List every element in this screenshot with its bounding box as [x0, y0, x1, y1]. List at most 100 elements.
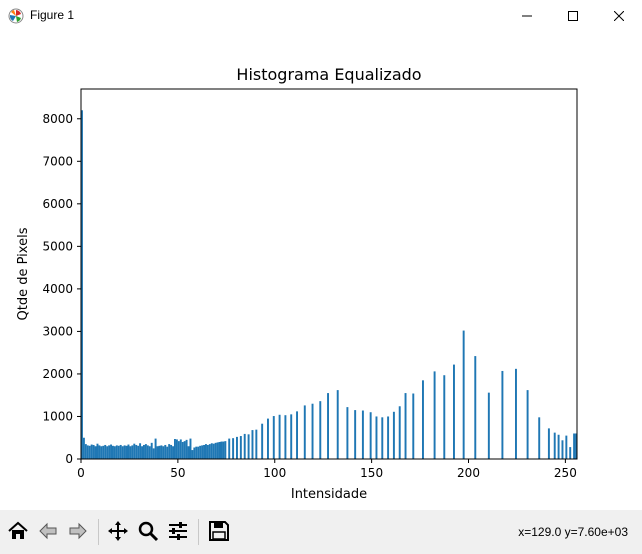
histogram-bar: [117, 445, 120, 459]
home-button[interactable]: [4, 517, 32, 545]
histogram-bar: [278, 414, 281, 459]
x-tick-label: 250: [554, 466, 577, 480]
y-tick-label: 0: [65, 452, 73, 466]
histogram-bar: [94, 446, 97, 459]
histogram-bar: [327, 393, 329, 459]
histogram-bar: [557, 434, 560, 459]
back-arrow-icon: [39, 522, 57, 540]
forward-arrow-icon: [69, 522, 87, 540]
histogram-bar: [110, 444, 112, 459]
forward-button[interactable]: [64, 517, 92, 545]
histogram-bar: [392, 411, 395, 459]
histogram-bar: [84, 444, 87, 459]
x-tick-label: 50: [170, 466, 185, 480]
histogram-bar: [228, 438, 231, 459]
histogram-bar: [148, 446, 151, 459]
y-tick-label: 4000: [42, 282, 73, 296]
histogram-bar: [553, 432, 556, 459]
histogram-bar: [311, 403, 314, 459]
histogram-bar: [152, 448, 155, 459]
histogram-bar: [119, 444, 122, 459]
histogram-bar: [422, 380, 424, 459]
y-tick-label: 6000: [42, 197, 73, 211]
histogram-bar: [139, 443, 142, 459]
histogram-bar: [108, 445, 111, 459]
histogram-bar: [526, 390, 529, 459]
pan-button[interactable]: [104, 517, 132, 545]
histogram-bar: [187, 446, 190, 459]
histogram-bar: [261, 423, 264, 459]
histogram-bar: [127, 444, 130, 459]
histogram-bar: [131, 445, 134, 459]
x-tick-label: 200: [457, 466, 480, 480]
maximize-button[interactable]: [550, 0, 596, 31]
histogram-bar: [251, 430, 254, 459]
histogram-bar: [92, 444, 95, 459]
histogram-bar: [162, 446, 165, 459]
histogram-bar: [218, 441, 221, 459]
histogram-bar: [156, 446, 159, 459]
histogram-bar: [135, 444, 138, 459]
histogram-bar: [336, 390, 339, 459]
cursor-coordinates: x=129.0 y=7.60e+03: [518, 525, 628, 539]
histogram-bar: [112, 445, 114, 459]
histogram-bar: [170, 444, 173, 459]
histogram-bar: [216, 442, 219, 459]
histogram-bar: [501, 370, 504, 459]
move-arrows-icon: [108, 521, 128, 541]
histogram-bar: [189, 438, 192, 459]
histogram-bar: [90, 444, 93, 459]
histogram-bar: [319, 401, 322, 459]
y-axis-ticks: 0 1000 2000 3000 4000 5000 6000 7000 8000: [42, 112, 81, 466]
histogram-bar: [487, 392, 490, 459]
histogram-bar: [369, 412, 372, 459]
histogram-bar: [404, 393, 407, 459]
navigation-toolbar: x=129.0 y=7.60e+03: [0, 510, 642, 554]
histogram-bar: [129, 446, 132, 459]
histogram-bar: [201, 445, 204, 459]
histogram-bar: [81, 110, 83, 459]
histogram-bar: [106, 446, 109, 459]
histogram-bar: [86, 445, 89, 459]
histogram-bar: [203, 444, 205, 459]
histogram-bar: [181, 441, 184, 459]
histogram-bar: [123, 445, 126, 459]
histogram-bar: [113, 446, 116, 459]
subplots-sliders-icon: [169, 522, 187, 540]
histogram-bar: [166, 446, 169, 459]
x-axis-ticks: 0 50 100 150 200 250: [77, 459, 577, 480]
histogram-bar: [222, 441, 225, 459]
histogram-bar: [575, 433, 577, 459]
histogram-bar: [199, 445, 202, 459]
back-button[interactable]: [34, 517, 62, 545]
histogram-bar: [381, 417, 384, 459]
histogram-bar: [290, 414, 293, 459]
chart-title: Histograma Equalizado: [236, 65, 421, 84]
figure-canvas[interactable]: Histograma Equalizado 0 50 100 150 200 250 0 1…: [0, 31, 642, 510]
minimize-button[interactable]: [504, 0, 550, 31]
histogram-bar: [515, 368, 517, 459]
toolbar-separator: [198, 519, 199, 545]
histogram-bar: [538, 417, 541, 459]
title-bar: Figure 1: [0, 0, 642, 31]
configure-subplots-button[interactable]: [164, 517, 192, 545]
histogram-bar: [569, 447, 572, 459]
y-axis-label: Qtde de Pixels: [16, 227, 31, 320]
histogram-bar: [224, 441, 227, 459]
histogram-bar: [212, 443, 215, 459]
matplotlib-logo-icon: [8, 8, 24, 24]
histogram-bar: [375, 416, 378, 459]
histogram-bar: [398, 406, 401, 459]
histogram-bar: [100, 446, 103, 459]
zoom-button[interactable]: [134, 517, 162, 545]
save-floppy-icon: [209, 521, 229, 541]
histogram-bar: [183, 441, 186, 459]
histogram-bar: [236, 436, 238, 459]
y-tick-label: 7000: [42, 154, 73, 168]
histogram-bar: [195, 446, 198, 459]
histogram-bar: [179, 439, 182, 459]
save-button[interactable]: [205, 517, 233, 545]
close-button[interactable]: [596, 0, 642, 31]
y-tick-label: 8000: [42, 112, 73, 126]
histogram-bar: [433, 371, 436, 459]
